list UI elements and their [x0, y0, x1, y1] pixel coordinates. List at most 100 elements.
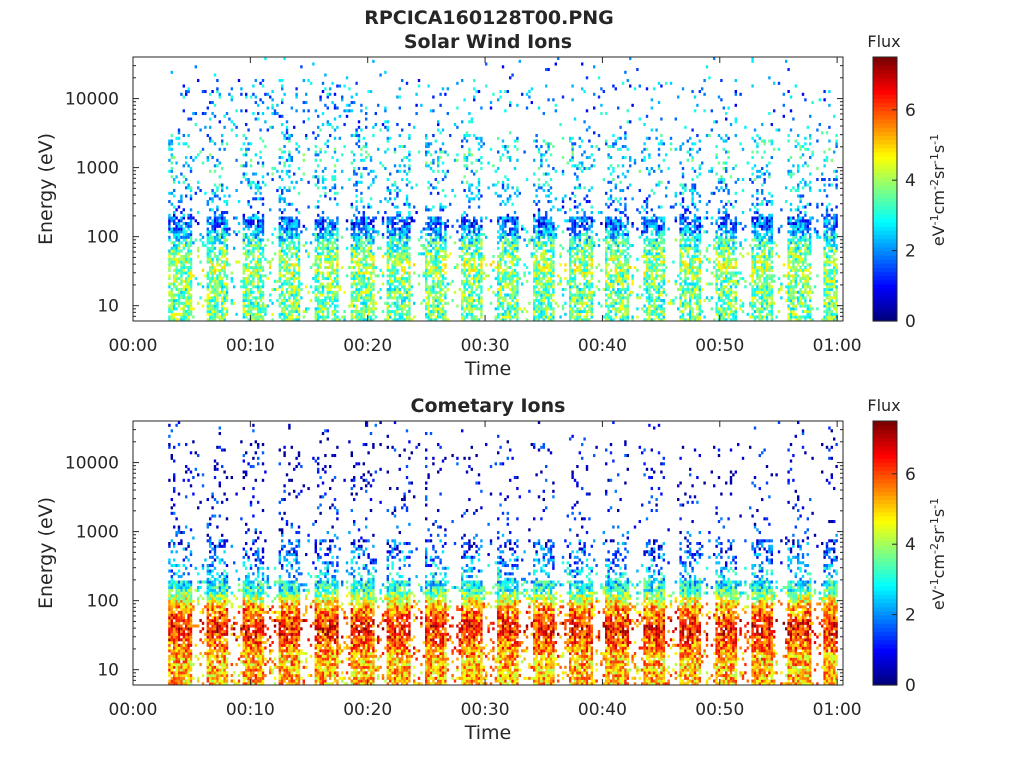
- heatmap-cell: [206, 288, 209, 292]
- heatmap-cell: [245, 123, 248, 127]
- heatmap-cell: [175, 222, 178, 226]
- heatmap-cell: [338, 318, 341, 322]
- heatmap-cell: [182, 310, 185, 314]
- heatmap-cell: [573, 219, 577, 223]
- heatmap-cell: [540, 307, 543, 311]
- heatmap-cell: [470, 117, 473, 121]
- heatmap-cell: [173, 205, 176, 209]
- heatmap-cell: [485, 84, 488, 88]
- heatmap-cell: [542, 266, 545, 270]
- heatmap-cell: [259, 150, 262, 154]
- heatmap-cell: [252, 249, 255, 253]
- heatmap-cell: [571, 255, 574, 259]
- heatmap-cell: [535, 134, 538, 138]
- heatmap-cell: [357, 145, 361, 149]
- heatmap-cell: [357, 282, 361, 286]
- heatmap-cell: [465, 134, 469, 138]
- heatmap-cell: [607, 282, 610, 286]
- heatmap-cell: [614, 139, 617, 143]
- heatmap-cell: [547, 266, 550, 270]
- heatmap-cell: [425, 312, 428, 316]
- heatmap-cell: [314, 285, 317, 289]
- heatmap-cell: [535, 224, 538, 228]
- heatmap-cell: [585, 315, 589, 319]
- heatmap-cell: [326, 139, 329, 143]
- heatmap-cell: [468, 219, 471, 223]
- heatmap-cell: [456, 106, 459, 110]
- heatmap-cell: [355, 81, 358, 85]
- heatmap-cell: [389, 136, 392, 140]
- heatmap-cell: [482, 142, 485, 146]
- heatmap-cell: [588, 139, 591, 143]
- heatmap-cell: [614, 257, 617, 261]
- heatmap-cell: [506, 266, 509, 270]
- heatmap-cell: [319, 194, 322, 198]
- heatmap-cell: [254, 227, 257, 231]
- heatmap-cell: [326, 307, 329, 311]
- heatmap-cell: [307, 147, 310, 151]
- heatmap-cell: [499, 90, 502, 94]
- heatmap-cell: [209, 216, 212, 220]
- heatmap-cell: [285, 219, 289, 223]
- heatmap-cell: [571, 312, 574, 316]
- heatmap-cell: [609, 145, 613, 149]
- heatmap-cell: [360, 103, 363, 107]
- heatmap-cell: [489, 101, 493, 105]
- heatmap-cell: [535, 315, 538, 319]
- heatmap-cell: [230, 120, 233, 124]
- heatmap-cell: [441, 161, 445, 165]
- heatmap-cell: [549, 186, 553, 190]
- heatmap-cell: [185, 233, 188, 237]
- heatmap-cell: [170, 147, 173, 151]
- heatmap-cell: [365, 112, 368, 116]
- heatmap-cell: [607, 222, 610, 226]
- heatmap-cell: [593, 293, 596, 297]
- heatmap-cell: [583, 249, 586, 253]
- heatmap-cell: [617, 233, 620, 237]
- heatmap-cell: [350, 246, 353, 250]
- heatmap-cell: [463, 260, 466, 264]
- heatmap-cell: [614, 222, 617, 226]
- heatmap-cell: [223, 252, 226, 256]
- heatmap-cell: [333, 277, 337, 281]
- heatmap-cell: [523, 271, 526, 275]
- heatmap-cell: [331, 233, 334, 237]
- figure-filename-title: RPCICA160128T00.PNG: [364, 7, 614, 29]
- heatmap-cell: [297, 150, 301, 154]
- heatmap-cell: [362, 299, 365, 303]
- heatmap-cell: [523, 238, 526, 242]
- heatmap-cell: [396, 255, 399, 259]
- heatmap-cell: [285, 238, 289, 242]
- heatmap-cell: [417, 79, 421, 83]
- heatmap-cell: [223, 216, 226, 220]
- heatmap-cell: [216, 90, 219, 94]
- heatmap-cell: [216, 255, 219, 259]
- heatmap-cell: [542, 139, 545, 143]
- heatmap-cell: [619, 189, 622, 193]
- heatmap-cell: [365, 263, 368, 267]
- heatmap-cell: [223, 224, 226, 228]
- heatmap-cell: [506, 310, 509, 314]
- heatmap-cell: [357, 136, 361, 140]
- heatmap-cell: [357, 318, 361, 322]
- heatmap-cell: [333, 227, 337, 231]
- heatmap-cell: [321, 315, 325, 319]
- heatmap-cell: [175, 230, 178, 234]
- heatmap-cell: [350, 255, 353, 259]
- heatmap-cell: [403, 268, 406, 272]
- heatmap-cell: [288, 299, 291, 303]
- heatmap-cell: [468, 244, 471, 248]
- heatmap-cell: [432, 260, 435, 264]
- heatmap-cell: [288, 296, 291, 300]
- heatmap-cell: [590, 307, 593, 311]
- heatmap-cell: [206, 241, 209, 245]
- heatmap-cell: [350, 202, 353, 206]
- heatmap-cell: [537, 233, 541, 237]
- heatmap-cell: [557, 224, 560, 228]
- heatmap-cell: [465, 219, 469, 223]
- heatmap-cell: [235, 134, 238, 138]
- heatmap-cell: [504, 315, 507, 319]
- heatmap-cell: [533, 246, 536, 250]
- heatmap-cell: [177, 282, 181, 286]
- heatmap-cell: [542, 274, 545, 278]
